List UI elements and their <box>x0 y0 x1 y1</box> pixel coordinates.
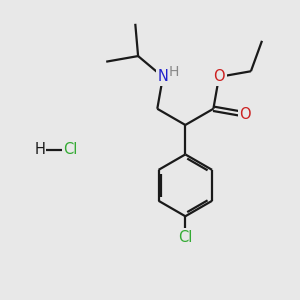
Text: O: O <box>213 69 225 84</box>
Text: Cl: Cl <box>63 142 78 158</box>
Text: H: H <box>169 64 179 79</box>
Text: O: O <box>239 107 251 122</box>
Text: H: H <box>34 142 45 158</box>
Text: Cl: Cl <box>178 230 193 245</box>
Text: N: N <box>158 69 168 84</box>
